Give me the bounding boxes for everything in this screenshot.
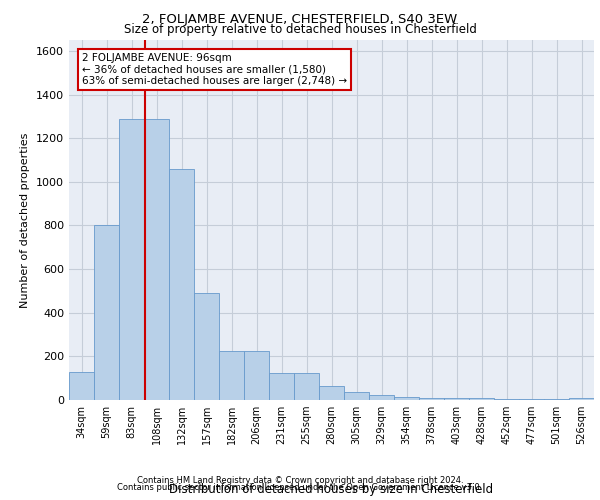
- Y-axis label: Number of detached properties: Number of detached properties: [20, 132, 31, 308]
- Bar: [469, 398, 494, 400]
- Bar: [344, 392, 369, 400]
- Bar: [394, 396, 419, 400]
- Bar: [69, 372, 94, 400]
- Bar: [369, 394, 394, 400]
- Text: Contains HM Land Registry data © Crown copyright and database right 2024.: Contains HM Land Registry data © Crown c…: [137, 476, 463, 485]
- Bar: [494, 399, 519, 400]
- Bar: [294, 372, 319, 400]
- Text: 2, FOLJAMBE AVENUE, CHESTERFIELD, S40 3EW: 2, FOLJAMBE AVENUE, CHESTERFIELD, S40 3E…: [142, 12, 458, 26]
- Bar: [244, 351, 269, 400]
- Bar: [144, 118, 169, 400]
- X-axis label: Distribution of detached houses by size in Chesterfield: Distribution of detached houses by size …: [169, 483, 494, 496]
- Bar: [169, 168, 194, 400]
- Text: Size of property relative to detached houses in Chesterfield: Size of property relative to detached ho…: [124, 22, 476, 36]
- Bar: [219, 351, 244, 400]
- Bar: [419, 398, 444, 400]
- Bar: [319, 386, 344, 400]
- Text: 2 FOLJAMBE AVENUE: 96sqm
← 36% of detached houses are smaller (1,580)
63% of sem: 2 FOLJAMBE AVENUE: 96sqm ← 36% of detach…: [82, 53, 347, 86]
- Bar: [569, 398, 594, 400]
- Bar: [544, 399, 569, 400]
- Bar: [444, 398, 469, 400]
- Bar: [269, 372, 294, 400]
- Bar: [94, 226, 119, 400]
- Bar: [519, 399, 544, 400]
- Text: Contains public sector information licensed under the Open Government Licence v3: Contains public sector information licen…: [118, 484, 482, 492]
- Bar: [194, 293, 219, 400]
- Bar: [119, 118, 144, 400]
